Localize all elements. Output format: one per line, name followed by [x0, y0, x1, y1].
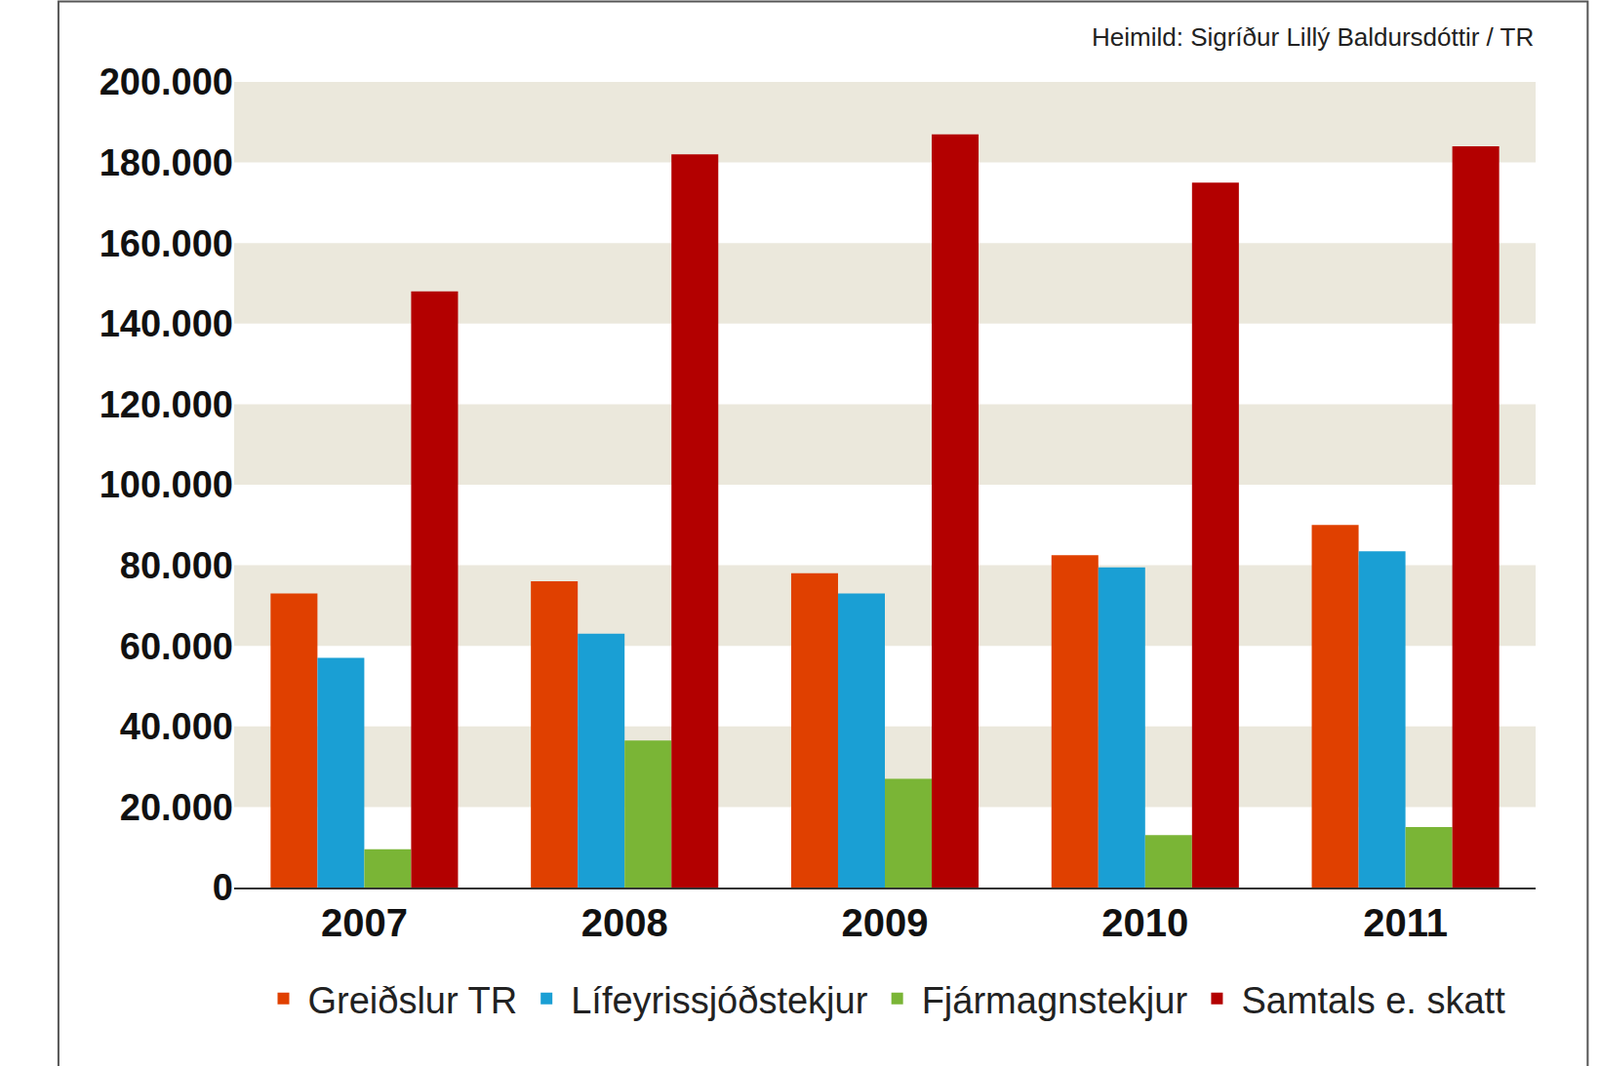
svg-text:Heimild: Sigríður Lillý Baldur: Heimild: Sigríður Lillý Baldursdóttir / … [1091, 22, 1534, 52]
svg-text:2010: 2010 [1101, 901, 1189, 945]
svg-text:160.000: 160.000 [99, 223, 234, 265]
svg-text:200.000: 200.000 [99, 61, 234, 103]
svg-text:Lífeyrissjóðstekjur: Lífeyrissjóðstekjur [570, 980, 868, 1022]
svg-text:20.000: 20.000 [120, 787, 234, 829]
svg-text:Greiðslur TR: Greiðslur TR [308, 980, 519, 1022]
svg-text:140.000: 140.000 [99, 303, 234, 345]
svg-text:Samtals e. skatt: Samtals e. skatt [1240, 980, 1506, 1022]
svg-text:60.000: 60.000 [120, 626, 234, 668]
svg-text:2007: 2007 [320, 901, 408, 945]
svg-text:180.000: 180.000 [99, 142, 234, 184]
svg-text:40.000: 40.000 [120, 706, 234, 748]
svg-text:120.000: 120.000 [99, 384, 234, 426]
svg-text:0: 0 [212, 867, 234, 909]
svg-text:80.000: 80.000 [120, 545, 234, 587]
svg-text:2011: 2011 [1362, 901, 1448, 945]
svg-text:Fjármagnstekjur: Fjármagnstekjur [921, 980, 1189, 1022]
svg-text:100.000: 100.000 [99, 464, 234, 506]
svg-text:2008: 2008 [581, 901, 669, 945]
svg-text:2009: 2009 [841, 901, 929, 945]
